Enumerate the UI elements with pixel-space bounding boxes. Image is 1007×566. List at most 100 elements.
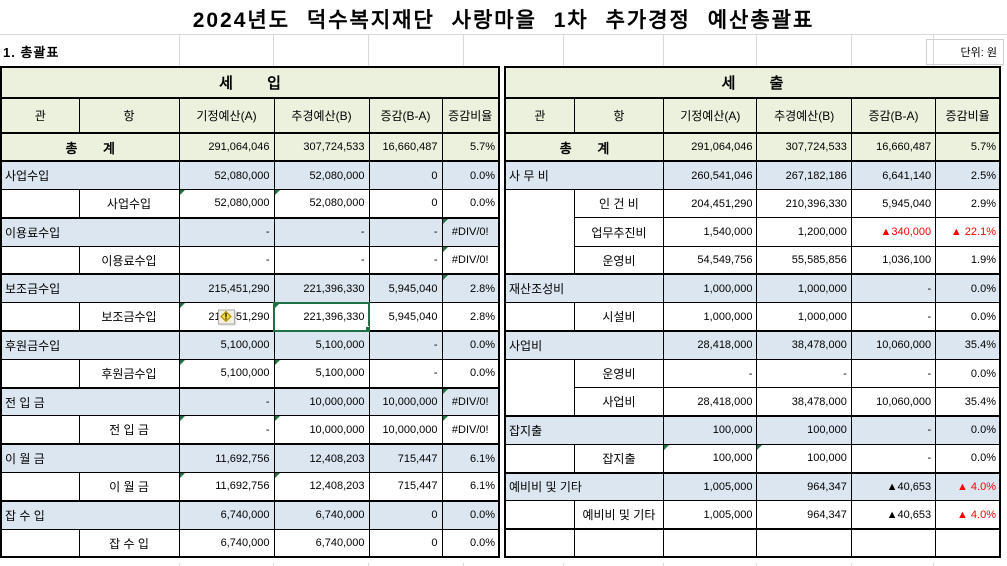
cell-budget-a[interactable]: - <box>178 386 275 417</box>
cell-diff[interactable]: 0 <box>368 189 443 219</box>
cell-gwan-merged-empty[interactable] <box>0 189 80 219</box>
cell-rate[interactable]: 2.5% <box>935 160 1001 191</box>
cell-budget-b[interactable]: 12,408,203 <box>273 472 370 502</box>
cell-hang-label[interactable]: 후원금수입 <box>78 358 180 389</box>
cell-diff[interactable]: 5,945,040 <box>368 273 443 304</box>
cell-rate[interactable]: 0.0% <box>441 499 500 530</box>
cell-rate[interactable]: 6.1% <box>441 443 500 474</box>
cell-budget-b[interactable]: 1,000,000 <box>756 273 852 304</box>
cell-diff[interactable]: 10,060,000 <box>850 330 937 360</box>
cell-diff[interactable]: - <box>368 358 443 389</box>
cell-rate[interactable]: 5.7% <box>441 131 500 162</box>
cell-hang-label[interactable]: 잡 수 입 <box>78 528 180 558</box>
cell-diff[interactable]: 6,641,140 <box>850 160 937 191</box>
cell-budget-b[interactable]: 38,478,000 <box>756 330 852 360</box>
cell-budget-a[interactable]: - <box>178 245 275 275</box>
cell-budget-b[interactable]: 307,724,533 <box>756 131 852 162</box>
col-header-hang[interactable]: 항 <box>78 97 180 134</box>
cell-hang-label[interactable]: 사업비 <box>573 387 665 417</box>
cell-budget-a[interactable]: 291,064,046 <box>663 131 758 162</box>
cell-budget-a[interactable]: 291,064,046 <box>178 131 275 162</box>
cell-budget-b[interactable]: 6,740,000 <box>273 528 370 558</box>
cell-total-label[interactable]: 총 계 <box>504 131 665 162</box>
cell-diff[interactable]: 0 <box>368 499 443 530</box>
cell-diff[interactable]: 715,447 <box>368 443 443 474</box>
cell-budget-b[interactable]: 52,080,000 <box>273 160 370 191</box>
cell-rate[interactable]: 0.0% <box>935 358 1001 389</box>
col-header-budget-a[interactable]: 기정예산(A) <box>178 97 275 134</box>
cell-diff[interactable]: - <box>850 358 937 389</box>
cell-budget-b[interactable]: 1,000,000 <box>756 302 852 332</box>
col-header-diff[interactable]: 증감(B-A) <box>850 97 937 134</box>
cell-budget-b[interactable]: 6,740,000 <box>273 499 370 530</box>
col-header-diff[interactable]: 증감(B-A) <box>368 97 443 134</box>
cell-gwan-merged-empty[interactable] <box>0 358 80 389</box>
cell-diff[interactable]: ▲40,653 <box>850 500 937 530</box>
cell-gwan-merged-empty[interactable] <box>0 302 80 332</box>
col-header-rate[interactable]: 증감비율 <box>935 97 1001 134</box>
cell-rate[interactable]: 0.0% <box>441 160 500 191</box>
cell-budget-b[interactable]: 12,408,203 <box>273 443 370 474</box>
cell-budget-a[interactable]: 52,080,000 <box>178 160 275 191</box>
cell-diff[interactable]: 16,660,487 <box>368 131 443 162</box>
col-header-budget-a[interactable]: 기정예산(A) <box>663 97 758 134</box>
cell-budget-a[interactable]: 54,549,756 <box>663 245 758 275</box>
cell-diff-empty[interactable] <box>850 528 937 558</box>
cell-budget-b[interactable]: 100,000 <box>756 414 852 445</box>
cell-gwan-empty[interactable] <box>504 528 575 558</box>
cell-budget-b[interactable]: 964,347 <box>756 471 852 502</box>
cell-budget-a[interactable]: 28,418,000 <box>663 387 758 417</box>
cell-diff[interactable]: 10,060,000 <box>850 387 937 417</box>
cell-diff[interactable]: 0 <box>368 160 443 191</box>
cell-hang-label[interactable]: 시설비 <box>573 302 665 332</box>
expense-header[interactable]: 세 출 <box>504 66 1001 99</box>
cell-gwan-merged-empty[interactable] <box>0 415 80 445</box>
cell-budget-b[interactable]: 307,724,533 <box>273 131 370 162</box>
cell-diff[interactable]: 10,000,000 <box>368 386 443 417</box>
cell-budget-a[interactable]: 1,000,000 <box>663 302 758 332</box>
cell-rate-empty[interactable] <box>935 528 1001 558</box>
cell-rate[interactable]: 2.9% <box>935 189 1001 219</box>
cell-budget-b[interactable]: - <box>756 358 852 389</box>
cell-gwan-label[interactable]: 예비비 및 기타 <box>504 471 665 502</box>
cell-diff[interactable]: 0 <box>368 528 443 558</box>
cell-diff[interactable]: 715,447 <box>368 472 443 502</box>
cell-budget-b[interactable]: 100,000 <box>756 443 852 474</box>
revenue-header[interactable]: 세 입 <box>0 66 500 99</box>
cell-rate[interactable]: 0.0% <box>441 358 500 389</box>
cell-rate[interactable]: 0.0% <box>441 330 500 360</box>
cell-gwan-merged-empty[interactable] <box>0 528 80 558</box>
cell-budget-b[interactable]: 5,100,000 <box>273 358 370 389</box>
cell-budget-b[interactable]: 10,000,000 <box>273 386 370 417</box>
unit-label[interactable]: 단위: 원 <box>926 39 1004 65</box>
col-header-rate[interactable]: 증감비율 <box>441 97 500 134</box>
cell-budget-a[interactable]: - <box>178 415 275 445</box>
cell-budget-a[interactable]: 100,000 <box>663 443 758 474</box>
cell-rate[interactable]: #DIV/0! <box>441 216 500 247</box>
cell-diff[interactable]: - <box>368 330 443 360</box>
cell-hang-label[interactable]: 운영비 <box>573 358 665 389</box>
cell-rate[interactable]: 0.0% <box>935 414 1001 445</box>
cell-gwan-merged-empty[interactable] <box>504 189 575 275</box>
cell-gwan-label[interactable]: 사업비 <box>504 330 665 360</box>
cell-budget-a[interactable]: 6,740,000 <box>178 499 275 530</box>
cell-budget-a[interactable]: - <box>663 358 758 389</box>
cell-diff[interactable]: - <box>368 245 443 275</box>
cell-total-label[interactable]: 총 계 <box>0 131 180 162</box>
cell-budget-b[interactable]: 5,100,000 <box>273 330 370 360</box>
cell-hang-label[interactable]: 이 월 금 <box>78 472 180 502</box>
col-header-gwan[interactable]: 관 <box>504 97 575 134</box>
cell-budget-a[interactable]: 5,100,000 <box>178 330 275 360</box>
cell-budget-a[interactable]: 52,080,000 <box>178 189 275 219</box>
cell-budget-a[interactable]: 204,451,290 <box>663 189 758 219</box>
cell-diff[interactable]: ▲40,653 <box>850 471 937 502</box>
cell-rate[interactable]: 2.8% <box>441 302 500 332</box>
cell-diff[interactable]: - <box>368 216 443 247</box>
section-label[interactable]: 1. 총괄표 <box>3 45 60 60</box>
cell-budget-a[interactable]: 100,000 <box>663 414 758 445</box>
cell-hang-label[interactable]: 잡지출 <box>573 443 665 474</box>
cell-budget-a[interactable]: 1,005,000 <box>663 471 758 502</box>
cell-budget-a[interactable]: - <box>178 216 275 247</box>
cell-rate[interactable]: 0.0% <box>441 189 500 219</box>
cell-rate[interactable]: #DIV/0! <box>441 386 500 417</box>
